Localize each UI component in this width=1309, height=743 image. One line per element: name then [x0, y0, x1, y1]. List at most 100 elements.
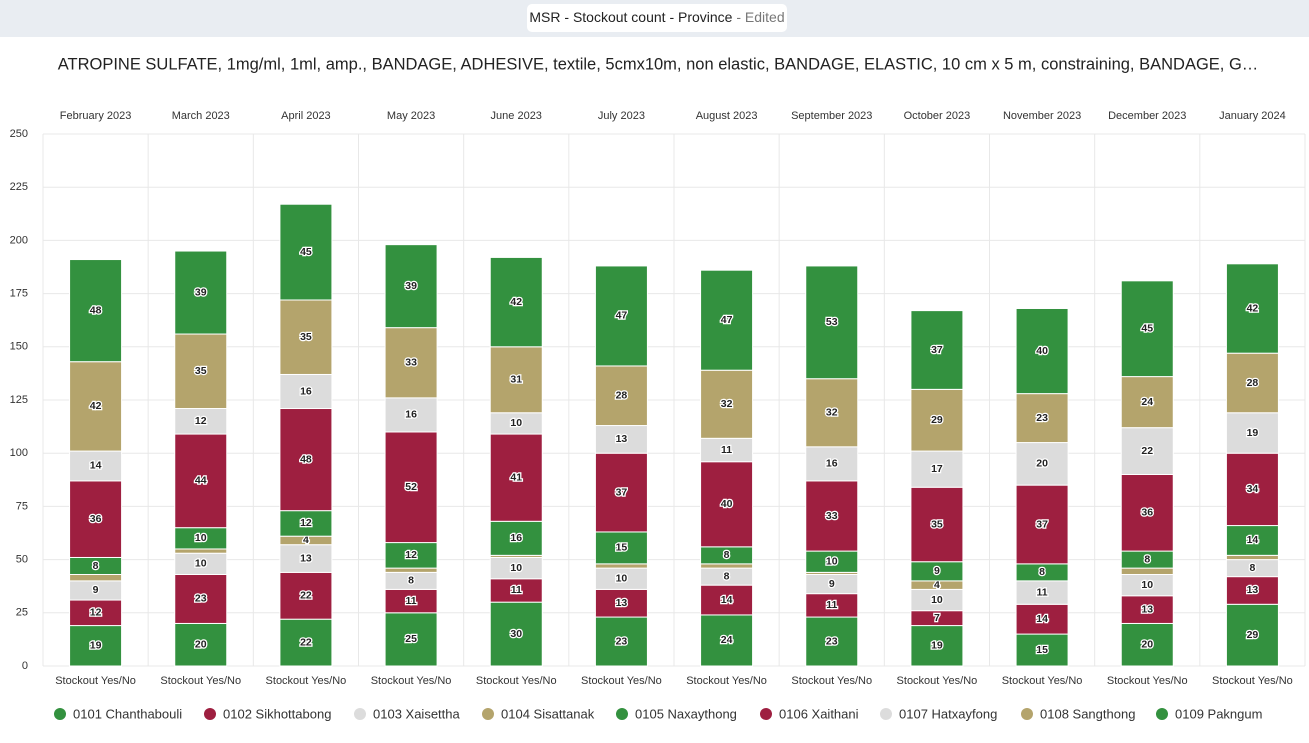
facet-label: October 2023: [904, 110, 971, 122]
data-label: 10: [826, 556, 838, 568]
header-title-text: MSR - Stockout count - Province: [529, 9, 732, 25]
facet-label: April 2023: [281, 110, 331, 122]
legend-marker: [1156, 708, 1168, 720]
bar-segment: [279, 544, 333, 573]
legend-marker: [204, 708, 216, 720]
data-label: 45: [1141, 322, 1153, 334]
data-label: 14: [1036, 613, 1048, 625]
data-label: 19: [90, 640, 102, 652]
data-label: 20: [1036, 458, 1048, 470]
data-label: 8: [724, 549, 730, 561]
bar-segment: [910, 450, 964, 488]
bar-segment: [69, 625, 123, 667]
header-pill: [527, 4, 787, 32]
data-label: 22: [1141, 445, 1153, 457]
data-label: 11: [406, 595, 417, 607]
y-tick-label: 175: [10, 288, 28, 300]
data-label: 45: [300, 246, 312, 258]
y-tick-label: 75: [16, 500, 28, 512]
data-label: 25: [405, 633, 417, 645]
data-label: 9: [934, 565, 940, 577]
facet-label: June 2023: [491, 110, 542, 122]
legend-label: 0109 Pakngum: [1175, 706, 1262, 721]
y-tick-label: 250: [10, 128, 28, 140]
data-label: 16: [300, 385, 312, 397]
bar-segment: [594, 563, 648, 569]
data-label: 42: [510, 296, 522, 308]
data-label: 10: [195, 558, 207, 570]
bar-segment: [1120, 427, 1174, 475]
data-label: 47: [721, 314, 733, 326]
legend-label: 0104 Sisattanak: [501, 706, 595, 721]
data-label: 23: [616, 635, 628, 647]
x-tick-label: Stockout Yes/No: [581, 675, 662, 687]
bar-segment: [69, 599, 123, 627]
facet-label: March 2023: [172, 110, 230, 122]
bar-segment: [594, 265, 648, 367]
bar-segment: [279, 408, 333, 512]
bar-segment: [489, 433, 543, 522]
bar-segment: [594, 452, 648, 533]
facet-label: January 2024: [1219, 110, 1286, 122]
bar-segment: [700, 584, 754, 616]
bar-segment: [1225, 352, 1279, 414]
bar-segment: [594, 616, 648, 667]
data-label: 44: [195, 475, 207, 487]
data-label: 28: [1247, 377, 1259, 389]
data-label: 19: [1247, 427, 1259, 439]
bar-segment: [1120, 280, 1174, 378]
legend-marker: [760, 708, 772, 720]
bar-segment: [384, 327, 438, 399]
data-label: 15: [616, 542, 628, 554]
legend-label: 0108 Sangthong: [1040, 706, 1135, 721]
legend-marker: [616, 708, 628, 720]
legend-label: 0102 Sikhottabong: [223, 706, 331, 721]
bar-segment: [1015, 603, 1069, 635]
bar-segment: [1015, 442, 1069, 486]
bar-segment: [700, 269, 754, 371]
bar-segment: [174, 622, 228, 667]
x-tick-label: Stockout Yes/No: [266, 675, 347, 687]
data-label: 7: [934, 612, 940, 624]
data-label: 28: [616, 390, 628, 402]
data-label: 31: [510, 374, 522, 386]
facet-label: November 2023: [1003, 110, 1081, 122]
bar-segment: [174, 573, 228, 624]
bar-segment: [384, 612, 438, 667]
data-label: 35: [300, 331, 312, 343]
bar-segment: [69, 259, 123, 363]
data-label: 40: [1036, 345, 1048, 357]
legend-marker: [880, 708, 892, 720]
y-tick-label: 125: [10, 394, 28, 406]
data-label: 17: [931, 463, 943, 475]
bar-segment: [910, 388, 964, 452]
data-label: 24: [721, 634, 733, 646]
data-label: 29: [1247, 629, 1259, 641]
bar-segment: [700, 614, 754, 667]
facet-label: December 2023: [1108, 110, 1186, 122]
bar-segment: [1225, 603, 1279, 667]
y-tick-label: 225: [10, 181, 28, 193]
data-label: 35: [931, 518, 943, 530]
data-label: 48: [90, 304, 102, 316]
bar-segment: [279, 373, 333, 410]
data-label: 39: [405, 280, 417, 292]
bar-segment: [910, 625, 964, 667]
header-title: MSR - Stockout count - Province - Edited: [529, 9, 784, 25]
data-label: 4: [934, 579, 940, 591]
data-label: 36: [90, 513, 102, 525]
data-label: 15: [1036, 644, 1048, 656]
y-tick-label: 100: [10, 447, 28, 459]
data-label: 19: [931, 640, 943, 652]
data-label: 13: [1247, 584, 1259, 596]
data-label: 32: [826, 407, 838, 419]
y-tick-label: 50: [16, 554, 28, 566]
data-label: 35: [195, 365, 207, 377]
data-label: 40: [721, 498, 733, 510]
data-label: 13: [1141, 603, 1153, 615]
data-label: 48: [300, 453, 312, 465]
data-label: 14: [721, 594, 733, 606]
x-tick-label: Stockout Yes/No: [686, 675, 767, 687]
data-label: 37: [616, 486, 628, 498]
